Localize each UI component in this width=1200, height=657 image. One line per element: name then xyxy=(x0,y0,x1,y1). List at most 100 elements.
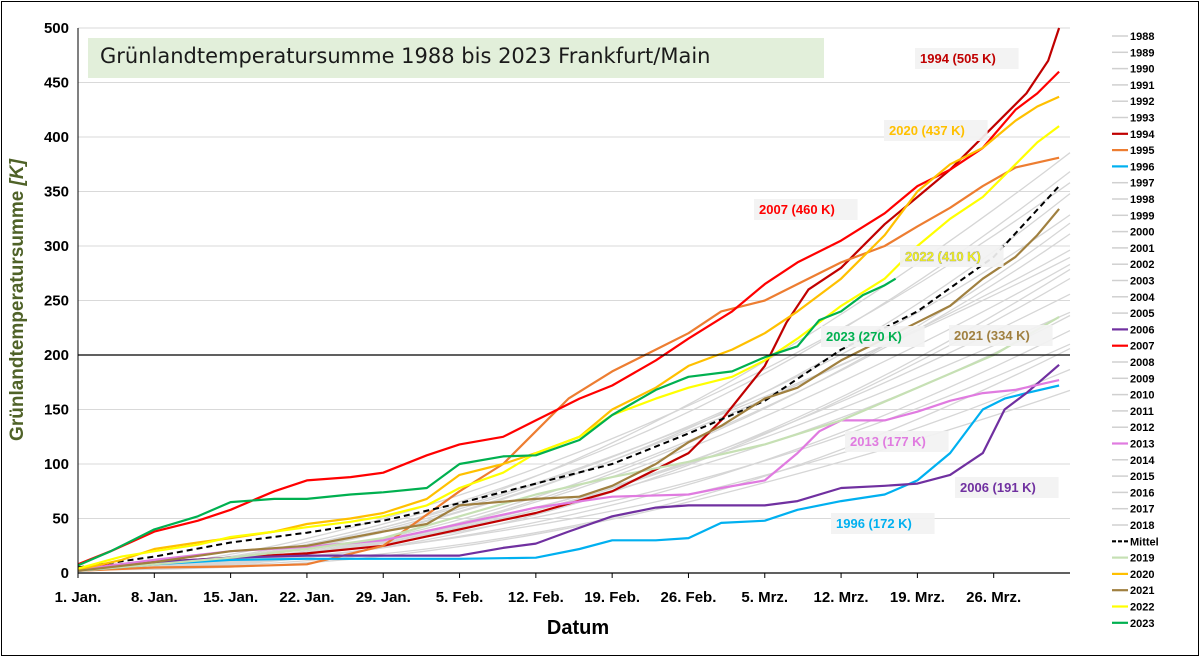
legend-label-2023: 2023 xyxy=(1130,618,1154,630)
legend-label-1997: 1997 xyxy=(1130,178,1154,190)
legend-label-1991: 1991 xyxy=(1130,80,1154,92)
chart-title: Grünlandtemperatursumme 1988 bis 2023 Fr… xyxy=(100,44,711,68)
x-tick-label: 22. Jan. xyxy=(279,589,334,606)
y-axis-title: Grünlandtemperatursumme [K] xyxy=(7,158,28,441)
annotation-label-2023: 2023 (270 K) xyxy=(826,329,902,344)
annotations: 1994 (505 K) 2020 (437 K) 2007 (460 K) 2022… xyxy=(754,48,1059,534)
y-tick-label: 50 xyxy=(52,511,69,528)
legend-label-2000: 2000 xyxy=(1130,227,1154,239)
legend-label-2020: 2020 xyxy=(1130,569,1154,581)
y-tick-label: 0 xyxy=(61,565,69,582)
x-tick-label: 29. Jan. xyxy=(356,589,411,606)
legend-label-2021: 2021 xyxy=(1130,585,1154,597)
background-year-lines xyxy=(77,152,1071,571)
annotation-box xyxy=(900,246,1004,267)
legend-label-1992: 1992 xyxy=(1130,96,1154,108)
legend-label-1989: 1989 xyxy=(1130,47,1154,59)
annotation-label-2013: 2013 (177 K) xyxy=(850,434,926,449)
legend-label-2022: 2022 xyxy=(1130,602,1154,614)
annotation-label-2006: 2006 (191 K) xyxy=(960,480,1036,495)
axes: 0 50 100 150 200 250 300 350 400 450 500 1. Jan. 8. … xyxy=(44,20,1070,606)
background-year-line xyxy=(77,182,1071,571)
annotation-box xyxy=(915,48,1019,69)
x-tick-label: 5. Feb. xyxy=(436,589,484,606)
legend-label-2017: 2017 xyxy=(1130,504,1154,516)
x-tick-label: 12. Mrz. xyxy=(814,589,869,606)
legend-label-2008: 2008 xyxy=(1130,357,1154,369)
legend-label-1993: 1993 xyxy=(1130,113,1154,125)
series-line-2021 xyxy=(77,208,1060,572)
legend-label-2015: 2015 xyxy=(1130,471,1154,483)
x-tick-label: 19. Mrz. xyxy=(890,589,945,606)
x-tick-label: 1. Jan. xyxy=(55,589,102,606)
legend-label-1994: 1994 xyxy=(1130,129,1155,141)
legend-label-2002: 2002 xyxy=(1130,259,1154,271)
legend-label-2004: 2004 xyxy=(1130,292,1155,304)
background-year-line xyxy=(77,268,1071,571)
legend-label-1990: 1990 xyxy=(1130,64,1154,76)
annotation-label-1994: 1994 (505 K) xyxy=(920,51,996,66)
annotation-label-2022: 2022 (410 K) xyxy=(905,249,981,264)
series-line-2013 xyxy=(77,379,1060,571)
series-line-2006 xyxy=(77,363,1060,572)
background-year-line xyxy=(77,343,1071,571)
annotation-box xyxy=(949,325,1053,346)
annotation-box xyxy=(831,513,935,534)
y-tick-label: 100 xyxy=(44,456,69,473)
legend-label-1995: 1995 xyxy=(1130,145,1154,157)
legend-label-2005: 2005 xyxy=(1130,308,1154,320)
annotation-label-2020: 2020 (437 K) xyxy=(889,123,965,138)
background-year-line xyxy=(77,171,1071,571)
x-tick-label: 19. Feb. xyxy=(584,589,640,606)
annotation-label-1996: 1996 (172 K) xyxy=(836,516,912,531)
series-line-1996 xyxy=(77,384,1060,572)
background-year-line xyxy=(77,277,1071,571)
legend-label-1996: 1996 xyxy=(1130,161,1154,173)
x-tick-label: 8. Jan. xyxy=(131,589,178,606)
series-lines xyxy=(77,27,1061,572)
legend-label-mittel: Mittel xyxy=(1130,536,1159,548)
y-tick-label: 200 xyxy=(44,347,69,364)
legend-label-2009: 2009 xyxy=(1130,373,1154,385)
annotation-label-2021: 2021 (334 K) xyxy=(954,328,1030,343)
x-tick-label: 26. Feb. xyxy=(661,589,717,606)
series-line-2007 xyxy=(77,70,1060,566)
series-line-mittel xyxy=(77,185,1060,569)
legend-label-2019: 2019 xyxy=(1130,553,1154,565)
legend-label-2012: 2012 xyxy=(1130,422,1154,434)
legend-label-2003: 2003 xyxy=(1130,276,1154,288)
series-line-2019 xyxy=(77,315,1060,572)
annotation-box xyxy=(955,477,1059,498)
y-tick-label: 450 xyxy=(44,75,69,92)
background-year-line xyxy=(77,152,1071,571)
x-tick-label: 12. Feb. xyxy=(508,589,564,606)
x-tick-label: 26. Mrz. xyxy=(966,589,1021,606)
x-tick-label: 15. Jan. xyxy=(203,589,258,606)
y-tick-label: 250 xyxy=(44,293,69,310)
legend: 1988 1989 1990 1991 1992 1993 1994 1995 1996 1997… xyxy=(1112,31,1159,630)
legend-label-2018: 2018 xyxy=(1130,520,1154,532)
x-axis-title: Datum xyxy=(547,617,609,639)
series-line-2022 xyxy=(77,125,1060,570)
annotation-box xyxy=(754,199,858,220)
annotation-label-2007: 2007 (460 K) xyxy=(759,202,835,217)
background-year-line xyxy=(77,348,1071,571)
legend-label-2006: 2006 xyxy=(1130,324,1154,336)
annotation-box xyxy=(845,431,949,452)
y-tick-label: 400 xyxy=(44,129,69,146)
legend-label-2001: 2001 xyxy=(1130,243,1154,255)
legend-label-1999: 1999 xyxy=(1130,210,1154,222)
legend-label-1988: 1988 xyxy=(1130,31,1154,43)
legend-label-2010: 2010 xyxy=(1130,390,1154,402)
y-tick-label: 300 xyxy=(44,238,69,255)
legend-label-2014: 2014 xyxy=(1130,455,1155,467)
chart-title-box xyxy=(88,38,824,78)
legend-label-2007: 2007 xyxy=(1130,341,1154,353)
legend-label-2016: 2016 xyxy=(1130,487,1154,499)
legend-label-2011: 2011 xyxy=(1130,406,1154,418)
legend-label-1998: 1998 xyxy=(1130,194,1154,206)
y-tick-label: 500 xyxy=(44,20,69,37)
series-line-2023 xyxy=(77,277,897,567)
y-tick-label: 350 xyxy=(44,184,69,201)
